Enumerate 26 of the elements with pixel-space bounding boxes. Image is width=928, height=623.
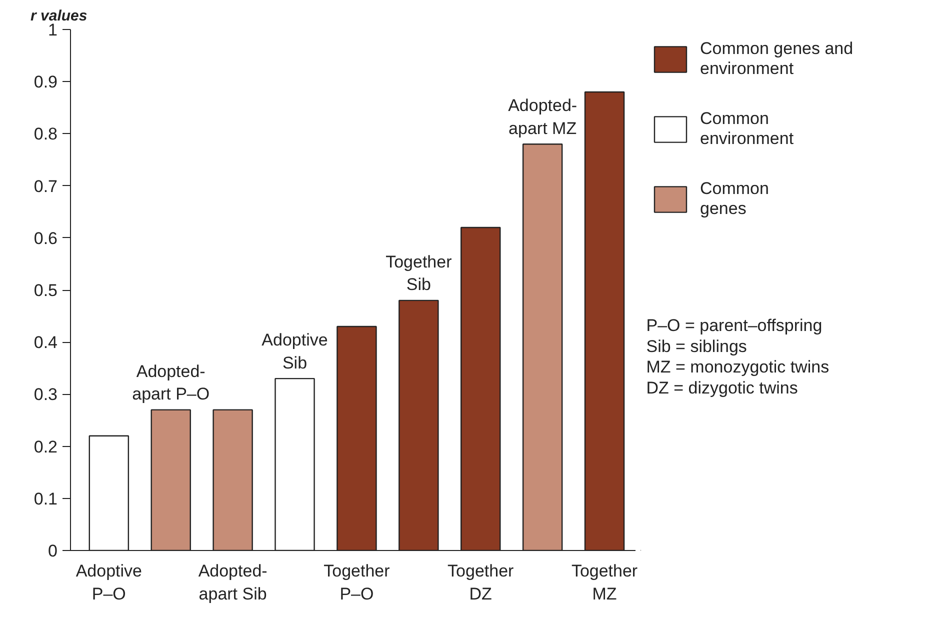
y-tick-label: 0.4 (34, 333, 58, 352)
x-tick-label: Together DZ (448, 562, 514, 604)
y-tick-label: 0.3 (34, 385, 58, 404)
y-tick-label: 0 (48, 542, 58, 560)
text: Sib = siblings (646, 336, 747, 356)
x-tick-label: Adopted- apart Sib (198, 562, 268, 604)
x-tick-label: Adopted- apart MZ (508, 96, 578, 138)
x-tick-label: Together P–O (324, 562, 390, 604)
text: DZ = dizygotic twins (646, 378, 798, 398)
y-tick-label: 0.2 (34, 437, 58, 456)
y-tick-label: 0.8 (34, 124, 58, 144)
y-tick-label: 0.1 (34, 489, 58, 508)
x-tick-label: Together MZ (571, 562, 638, 604)
legend-label: Common genes and environment (700, 39, 854, 79)
x-tick-label: Adopted- apart P–O (132, 362, 210, 404)
x-tick-label: Together Sib (386, 252, 452, 294)
x-tick-label: Adoptive Sib (262, 330, 328, 372)
y-tick-label: 0.7 (34, 176, 58, 196)
legend-label: Common environment (700, 109, 794, 149)
text: MZ = monozygotic twins (646, 358, 830, 377)
legend-label: Common genes (700, 179, 769, 219)
y-tick-label: 0.9 (34, 72, 58, 92)
text: P–O = parent–offspring (646, 316, 822, 336)
y-tick-label: 0.6 (34, 228, 58, 248)
y-tick-label: 0.5 (34, 281, 58, 300)
x-tick-label: Adoptive P–O (76, 562, 142, 604)
